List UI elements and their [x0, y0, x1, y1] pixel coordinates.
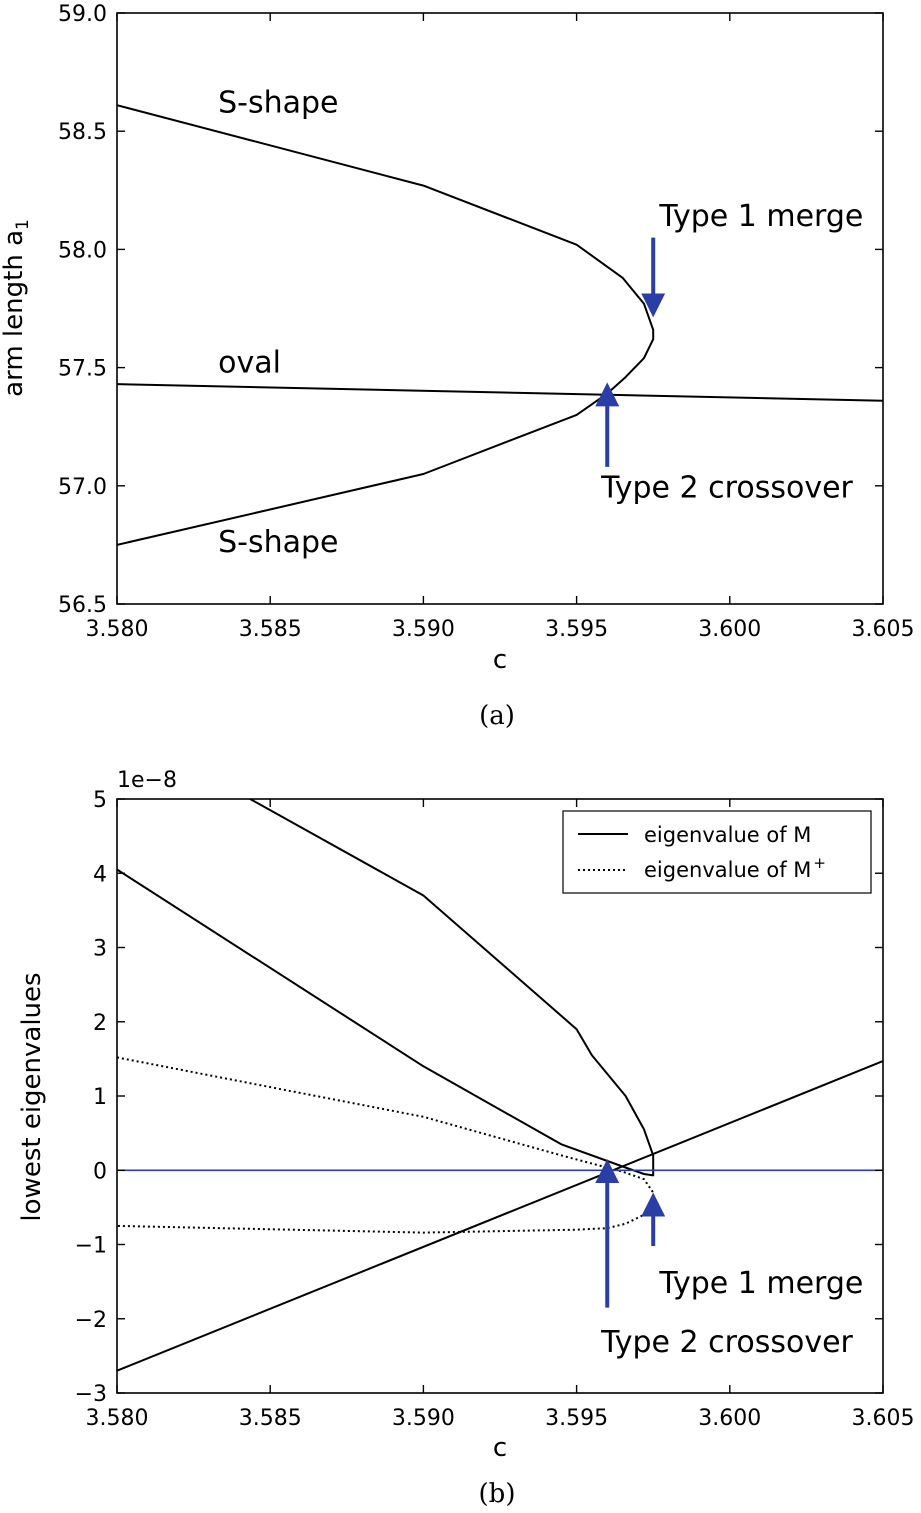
panel-b-annotation-0: Type 1 merge	[658, 1266, 863, 1301]
panel-b-y-tick-label: 5	[93, 788, 107, 813]
panel-a-series-line-1	[117, 383, 883, 402]
panel-b-ticks: 3.580 3.585 3.590 3.595 3.600 3.605 −3 −2 −1 0 1 2 3…	[75, 788, 915, 1431]
panel-b-x-axis-label: c	[493, 1433, 507, 1463]
panel-a-annotation-0: S-shape	[218, 85, 338, 120]
panel-a-annotation-2: S-shape	[218, 525, 338, 560]
panel-b-plot-area: Type 1 merge Type 2 crossover	[116, 798, 884, 1394]
legend-label-m-plus: eigenvalue of M +	[644, 854, 826, 882]
panel-a-x-tick-label: 3.585	[239, 617, 302, 642]
panel-a-plot-area: S-shape oval S-shape Type 1 merge Type 2 cro…	[116, 12, 884, 605]
legend-label-m: eigenvalue of M	[644, 823, 811, 847]
legend-frame	[562, 810, 872, 894]
panel-b-x-tick-label: 3.590	[392, 1406, 455, 1431]
legend-label-m-plus-sup: +	[813, 854, 826, 872]
panel-b-offset-text: 1e−8	[117, 768, 177, 793]
panel-a-y-tick-label: 58.0	[58, 238, 107, 263]
panel-a-x-tick-label: 3.600	[698, 617, 761, 642]
panel-a-x-tick-label: 3.595	[545, 617, 608, 642]
panel-b-y-tick-label: −2	[75, 1308, 107, 1333]
panel-b-y-axis-label: lowest eigenvalues	[17, 972, 47, 1221]
panel-a-x-tick-label: 3.590	[392, 617, 455, 642]
panel-b-x-tick-label: 3.585	[239, 1406, 302, 1431]
panel-b-series-line-1	[117, 1060, 883, 1372]
panel-b-series-line-m-plus	[117, 1056, 655, 1234]
panel-a-annotation-3: Type 1 merge	[658, 199, 863, 234]
panel-b-series-group	[117, 799, 883, 1372]
panel-b-y-tick-label: 0	[93, 1159, 107, 1184]
panel-a-y-tick-label: 58.5	[58, 120, 107, 145]
panel-a-ticks: 3.580 3.585 3.590 3.595 3.600 3.605 56.5 57.0 57…	[58, 2, 914, 642]
panel-a-x-axis-label: c	[493, 645, 507, 675]
panel-a-arm-length-chart: S-shape oval S-shape Type 1 merge Type 2 cro…	[0, 2, 914, 731]
panel-b-y-tick-label: 3	[93, 937, 107, 962]
legend-label-m-plus-main: eigenvalue of M	[644, 858, 811, 882]
panel-a-caption: (a)	[479, 701, 515, 731]
panel-a-frame	[116, 12, 884, 605]
panel-a-y-tick-label: 57.0	[58, 475, 107, 500]
panel-b-annotation-1: Type 2 crossover	[600, 1325, 853, 1360]
panel-b-caption: (b)	[479, 1479, 516, 1509]
panel-b-y-tick-label: −1	[75, 1234, 107, 1259]
panel-b-y-tick-label: 4	[93, 862, 107, 887]
panel-b-x-tick-label: 3.600	[698, 1406, 761, 1431]
panel-a-y-axis-label-sub: 1	[13, 219, 33, 230]
panel-a-y-axis-label-main: arm length a	[0, 230, 29, 397]
panel-a-x-tick-label: 3.580	[86, 617, 149, 642]
panel-a-series-line-0	[117, 104, 655, 546]
panel-b-x-tick-label: 3.595	[545, 1406, 608, 1431]
panel-a-annotation-4: Type 2 crossover	[600, 471, 853, 506]
panel-b-x-tick-label: 3.580	[86, 1406, 149, 1431]
panel-a-x-tick-label: 3.605	[852, 617, 915, 642]
panel-a-y-tick-label: 59.0	[58, 2, 107, 27]
panel-b-y-tick-label: −3	[75, 1382, 107, 1407]
panel-a-series-group	[117, 104, 883, 546]
panel-b-series-line-0	[117, 799, 655, 1177]
panel-a-annotation-1: oval	[218, 345, 281, 380]
svg-text:arm length a1: arm length a1	[0, 219, 33, 397]
panel-b-y-tick-label: 2	[93, 1011, 107, 1036]
panel-a-y-axis-label: arm length a1	[0, 219, 33, 397]
panel-a-y-tick-label: 56.5	[58, 593, 107, 618]
panel-b-y-tick-label: 1	[93, 1085, 107, 1110]
panel-b-x-tick-label: 3.605	[852, 1406, 915, 1431]
panel-b-legend: eigenvalue of M eigenvalue of M +	[562, 810, 872, 894]
panel-a-y-tick-label: 57.5	[58, 357, 107, 382]
